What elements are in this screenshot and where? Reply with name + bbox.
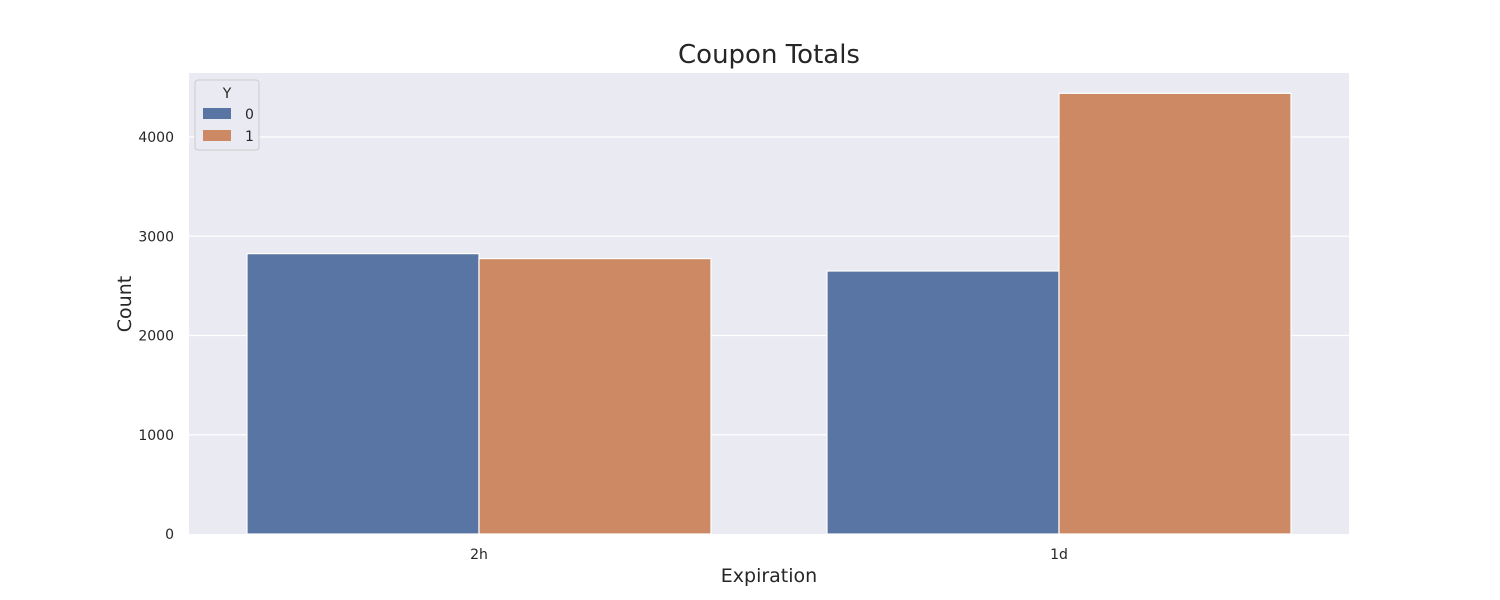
x-tick-labels: 2h 1d <box>470 547 1068 563</box>
x-tick-label: 2h <box>470 547 488 563</box>
chart-title: Coupon Totals <box>678 40 860 70</box>
y-axis-label: Count <box>114 276 136 332</box>
legend-swatch <box>203 130 231 141</box>
legend: Y 01 <box>194 79 260 151</box>
legend-swatch <box>203 108 231 119</box>
x-axis-label: Expiration <box>721 565 817 587</box>
y-tick-label: 3000 <box>138 229 174 245</box>
x-tick-label: 1d <box>1050 547 1068 563</box>
y-tick-label: 0 <box>165 527 174 543</box>
bar <box>826 270 1060 535</box>
bar <box>246 253 480 535</box>
bar <box>478 257 712 535</box>
y-tick-label: 4000 <box>138 130 174 146</box>
y-tick-label: 1000 <box>138 428 174 444</box>
legend-items: 01 <box>203 107 254 145</box>
bar <box>1058 92 1292 535</box>
legend-entry: 1 <box>245 129 254 145</box>
y-tick-label: 2000 <box>138 329 174 345</box>
legend-entry: 0 <box>245 107 254 123</box>
y-tick-labels: 0 1000 2000 3000 4000 <box>138 130 174 543</box>
bars <box>246 92 1292 535</box>
legend-title: Y <box>222 86 232 102</box>
